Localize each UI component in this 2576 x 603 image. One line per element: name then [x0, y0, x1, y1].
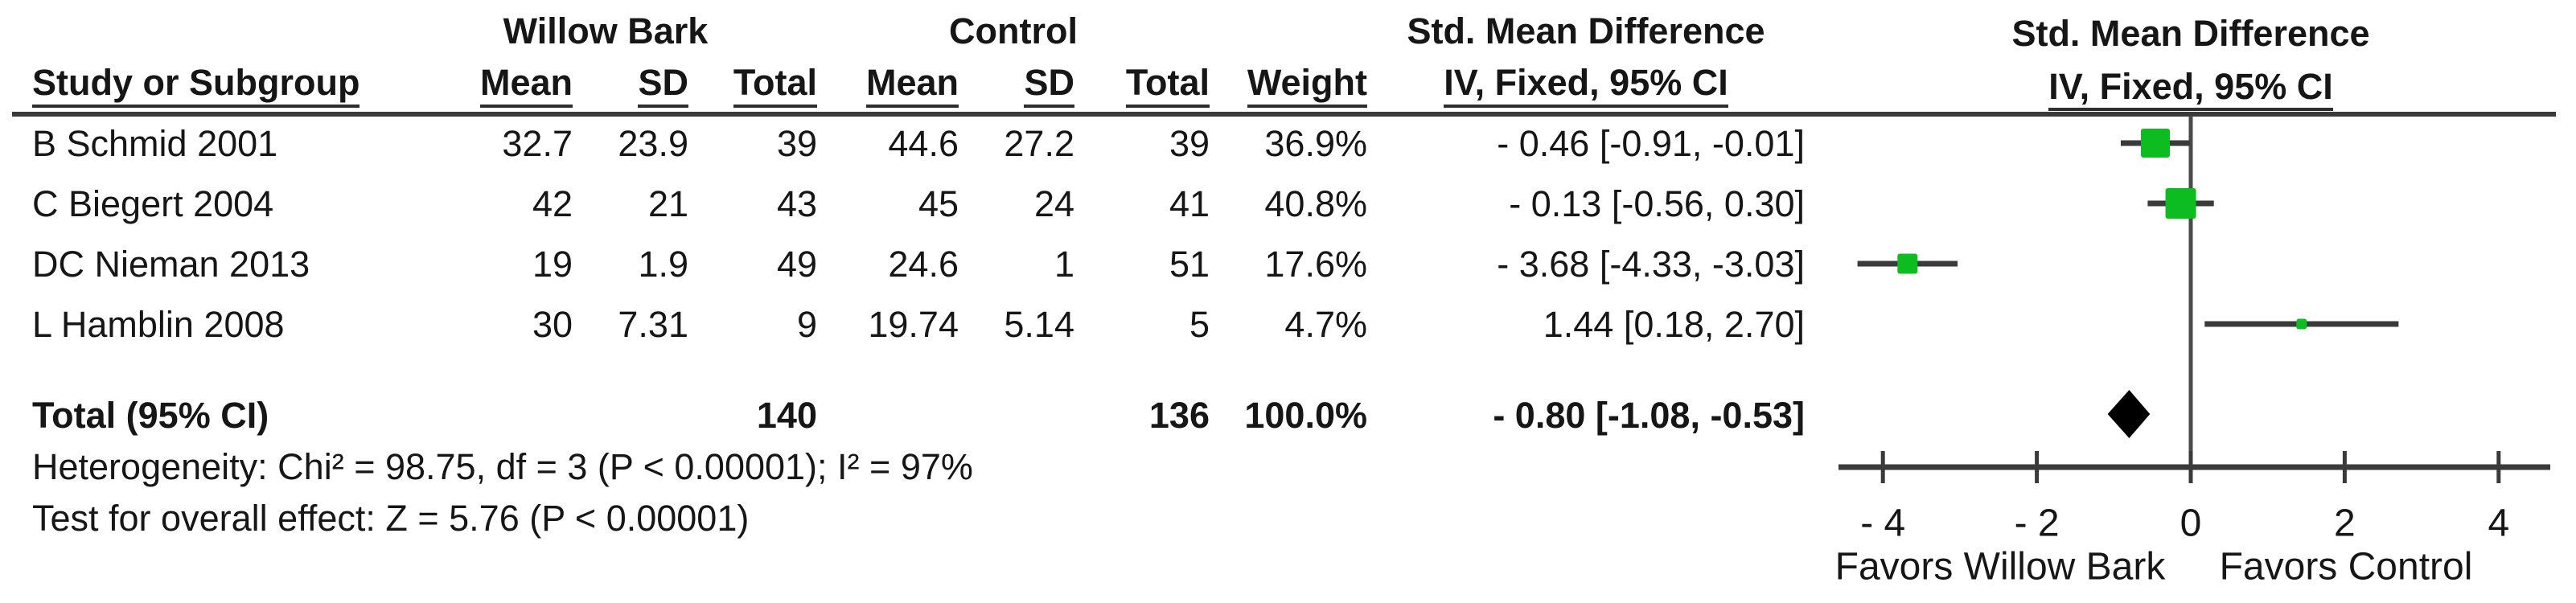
total-treatment-n: 140 — [756, 394, 817, 436]
heterogeneity-note: Heterogeneity: Chi² = 98.75, df = 3 (P <… — [32, 446, 973, 487]
control-mean: 45 — [918, 183, 959, 224]
treatment-total: 49 — [776, 243, 817, 285]
study-label: B Schmid 2001 — [32, 122, 278, 164]
study-label: DC Nieman 2013 — [32, 243, 310, 285]
axis-tick-label: - 2 — [2015, 503, 2060, 545]
treatment-sd: 21 — [647, 183, 688, 224]
column-header-sd-treatment: SD — [573, 62, 688, 113]
group-title-control: Control — [949, 10, 1078, 51]
axis-tick-label: 4 — [2488, 503, 2509, 545]
study-label: L Hamblin 2008 — [32, 303, 285, 345]
study-weight: 17.6% — [1264, 243, 1367, 285]
method-plot-column-title: IV, Fixed, 95% CI — [1829, 63, 2553, 111]
total-label: Total (95% CI) — [32, 394, 269, 436]
study-marker — [2140, 129, 2170, 158]
study-weight: 36.9% — [1264, 122, 1367, 164]
control-total: 39 — [1169, 122, 1210, 164]
study-label: C Biegert 2004 — [32, 183, 274, 224]
column-header-total-control: Total — [1074, 62, 1210, 113]
column-header-method-text-col: IV, Fixed, 95% CI — [1367, 62, 1805, 113]
total-ci-text: - 0.80 [-1.08, -0.53] — [1493, 394, 1805, 436]
treatment-mean: 30 — [532, 303, 573, 345]
overall-effect-note: Test for overall effect: Z = 5.76 (P < 0… — [32, 498, 750, 539]
study-weight: 4.7% — [1284, 303, 1367, 345]
axis-tick-label: 0 — [2180, 503, 2202, 545]
control-mean: 24.6 — [888, 243, 959, 285]
column-header-total-treatment: Total — [688, 62, 817, 113]
study-ci-text: - 3.68 [-4.33, -3.03] — [1497, 243, 1805, 285]
column-header-study: Study or Subgroup — [32, 62, 394, 113]
control-total: 5 — [1189, 303, 1210, 345]
control-total: 51 — [1169, 243, 1210, 285]
study-ci-text: - 0.46 [-0.91, -0.01] — [1497, 122, 1805, 164]
study-marker — [2296, 318, 2307, 330]
study-marker — [1897, 253, 1918, 274]
total-control-n: 136 — [1148, 394, 1210, 436]
treatment-mean: 42 — [532, 183, 573, 224]
column-header-weight: Weight — [1210, 62, 1367, 113]
treatment-sd: 23.9 — [618, 122, 688, 164]
column-header-sd-control: SD — [959, 62, 1074, 113]
group-title-treatment: Willow Bark — [503, 10, 709, 51]
column-header-mean-treatment: Mean — [394, 62, 573, 113]
control-total: 41 — [1169, 183, 1210, 224]
axis-tick-label: 2 — [2334, 503, 2356, 545]
control-sd: 24 — [1033, 183, 1074, 224]
study-weight: 40.8% — [1264, 183, 1367, 224]
treatment-total: 39 — [776, 122, 817, 164]
smd-text-column-title: Std. Mean Difference — [1407, 10, 1765, 51]
study-ci-text: - 0.13 [-0.56, 0.30] — [1509, 183, 1805, 224]
study-marker — [2165, 188, 2196, 219]
header-divider-rule — [12, 112, 2556, 117]
treatment-mean: 32.7 — [502, 122, 573, 164]
treatment-total: 43 — [776, 183, 817, 224]
forest-table: Willow Bark Control Std. Mean Difference… — [32, 0, 1805, 445]
axis-tick-label: - 4 — [1860, 503, 1905, 545]
treatment-mean: 19 — [532, 243, 573, 285]
smd-plot-column-title: Std. Mean Difference — [2011, 13, 2370, 54]
control-sd: 1 — [1054, 243, 1074, 285]
control-sd: 5.14 — [1004, 303, 1074, 345]
treatment-sd: 7.31 — [618, 303, 688, 345]
total-weight: 100.0% — [1244, 394, 1367, 436]
control-mean: 19.74 — [868, 303, 959, 345]
treatment-total: 9 — [796, 303, 817, 345]
column-header-mean-control: Mean — [817, 62, 959, 113]
treatment-sd: 1.9 — [638, 243, 688, 285]
favors-right-label: Favors Control — [2220, 546, 2473, 589]
control-mean: 44.6 — [888, 122, 959, 164]
study-ci-text: 1.44 [0.18, 2.70] — [1543, 303, 1805, 345]
control-sd: 27.2 — [1004, 122, 1074, 164]
favors-left-label: Favors Willow Bark — [1835, 546, 2167, 589]
summary-diamond — [2107, 390, 2151, 438]
